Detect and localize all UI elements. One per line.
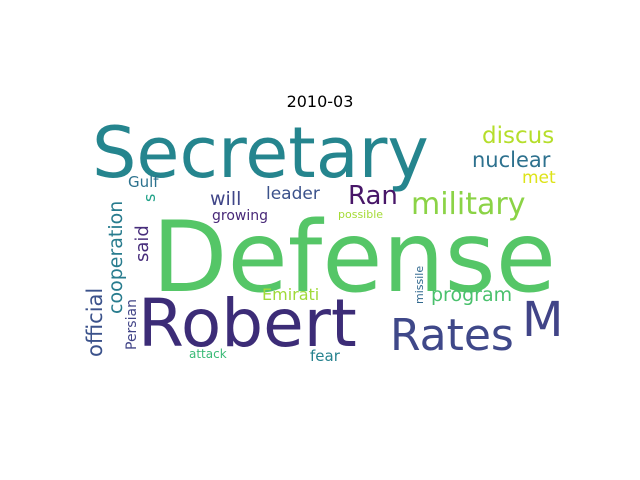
word-emirati: Emirati: [262, 285, 319, 304]
word-official: official: [83, 288, 107, 357]
word-possible: possible: [338, 208, 383, 221]
word-fear: fear: [310, 347, 341, 365]
word-military: military: [411, 187, 525, 222]
word-m: M: [522, 292, 563, 348]
word-program: program: [431, 284, 512, 306]
word-s: s: [140, 194, 159, 202]
word-growing: growing: [212, 208, 268, 224]
word-robert: Robert: [138, 285, 357, 362]
word-met: met: [522, 168, 556, 188]
word-persian: Persian: [124, 299, 140, 350]
word-gulf: Gulf: [128, 173, 159, 191]
word-discus: discus: [482, 123, 554, 149]
word-ran: Ran: [348, 181, 398, 211]
word-rates: Rates: [390, 310, 514, 361]
word-secretary: Secretary: [92, 112, 429, 194]
chart-title: 2010-03: [286, 92, 354, 111]
word-attack: attack: [189, 347, 227, 361]
word-nuclear: nuclear: [472, 148, 551, 172]
word-leader: leader: [266, 184, 320, 204]
word-cooperation: cooperation: [105, 201, 127, 314]
word-will: will: [210, 188, 241, 210]
word-missile: missile: [413, 266, 426, 304]
word-said: said: [132, 225, 153, 262]
word-defense: Defense: [152, 201, 556, 315]
